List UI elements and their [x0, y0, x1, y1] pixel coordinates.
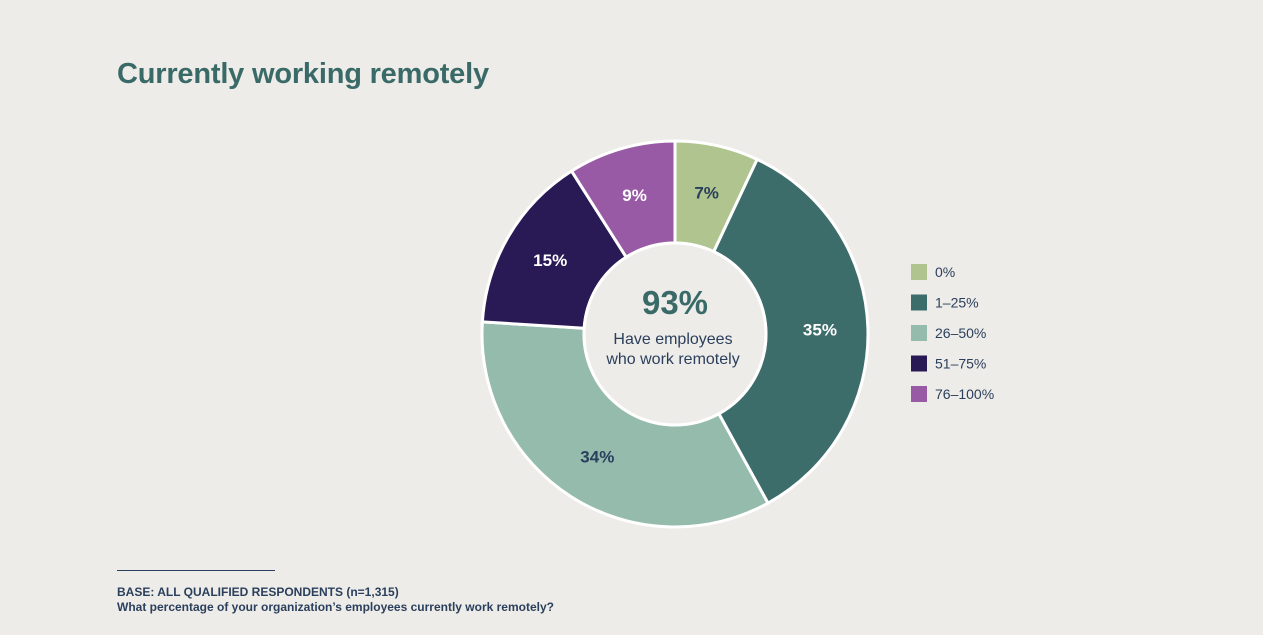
legend-label-2: 1–25%	[935, 295, 979, 311]
legend-swatch-3	[911, 325, 927, 341]
legend-label-3: 26–50%	[935, 325, 986, 341]
legend-swatch-4	[911, 355, 927, 372]
donut-hole	[582, 241, 768, 427]
footnote-base: BASE: ALL QUALIFIED RESPONDENTS (n=1,315…	[117, 585, 399, 599]
chart-title: Currently working remotely	[117, 58, 489, 90]
legend: 0% 1–25% 26–50% 51–75% 76–100%	[911, 264, 994, 402]
center-caption-line-1: Have employees	[613, 331, 732, 348]
slice-label-5: 9%	[622, 186, 647, 205]
slice-labels: 7% 35% 34% 15% 9%	[533, 183, 837, 466]
slice-label-4: 15%	[533, 251, 567, 270]
donut-slices	[480, 139, 870, 529]
donut-center: 93% Have employees who work remotely	[605, 284, 739, 368]
slice-label-1: 7%	[694, 183, 719, 202]
slice-label-2: 35%	[803, 320, 837, 339]
legend-label-4: 51–75%	[935, 356, 986, 372]
center-value: 93%	[642, 284, 708, 321]
legend-swatch-5	[911, 386, 927, 402]
footnote-divider	[117, 570, 275, 571]
legend-swatch-2	[911, 294, 927, 311]
legend-label-5: 76–100%	[935, 386, 994, 402]
legend-label-1: 0%	[935, 264, 955, 280]
slice-label-3: 34%	[580, 447, 614, 466]
legend-swatch-1	[911, 264, 927, 280]
center-caption-line-2: who work remotely	[605, 351, 739, 368]
footnote-question: What percentage of your organization’s e…	[117, 600, 554, 614]
